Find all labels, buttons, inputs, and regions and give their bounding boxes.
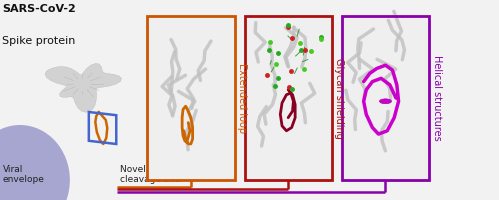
FancyBboxPatch shape: [147, 16, 235, 180]
Text: Novel S1/S2 protease
cleavage site: Novel S1/S2 protease cleavage site: [120, 165, 217, 184]
Text: Viral
envelope: Viral envelope: [2, 165, 44, 184]
Circle shape: [379, 99, 391, 104]
Text: Helical structures: Helical structures: [432, 55, 442, 141]
Ellipse shape: [0, 125, 70, 200]
Text: Spike protein: Spike protein: [2, 36, 76, 46]
FancyBboxPatch shape: [245, 16, 332, 180]
FancyBboxPatch shape: [342, 16, 429, 180]
Text: Extended loop: Extended loop: [237, 63, 247, 133]
Text: Glycan shielding: Glycan shielding: [334, 58, 344, 138]
Polygon shape: [45, 64, 122, 112]
Text: SARS-CoV-2: SARS-CoV-2: [2, 4, 76, 14]
